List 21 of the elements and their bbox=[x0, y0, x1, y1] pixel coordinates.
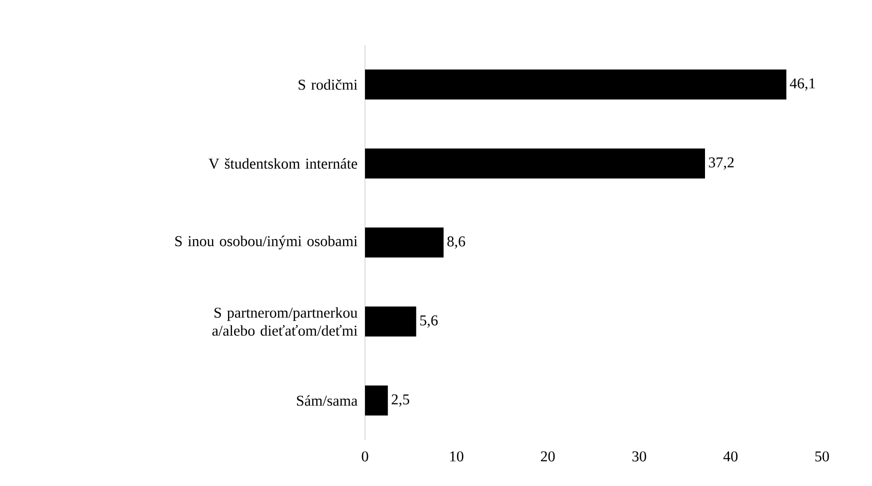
y-tick-label: S inou osobou/inými osobami bbox=[175, 236, 358, 250]
bar bbox=[365, 227, 444, 258]
bar bbox=[365, 306, 416, 336]
x-tick-label: 20 bbox=[540, 451, 555, 462]
y-tick-label: Sám/sama bbox=[297, 395, 358, 406]
x-tick-label: 40 bbox=[723, 451, 738, 462]
x-tick-label: 0 bbox=[362, 451, 368, 462]
y-tick-label: V študentskom internáte bbox=[208, 158, 358, 169]
data-label: 8,6 bbox=[447, 236, 466, 249]
x-tick-label: 10 bbox=[450, 451, 464, 462]
x-tick-label: 50 bbox=[815, 451, 829, 462]
bar bbox=[365, 385, 388, 416]
y-tick-label: S partnerom/partnerkou a/alebo dieťaťom/deťmi bbox=[212, 307, 358, 336]
data-label: 2,5 bbox=[392, 394, 410, 407]
bar bbox=[365, 69, 786, 100]
bar bbox=[365, 148, 706, 178]
x-tick-label: 30 bbox=[632, 451, 646, 462]
data-label: 5,6 bbox=[420, 315, 438, 328]
y-tick-label: S rodičmi bbox=[298, 79, 358, 90]
data-label: 37,2 bbox=[708, 157, 734, 170]
data-label: 46,1 bbox=[790, 78, 815, 91]
